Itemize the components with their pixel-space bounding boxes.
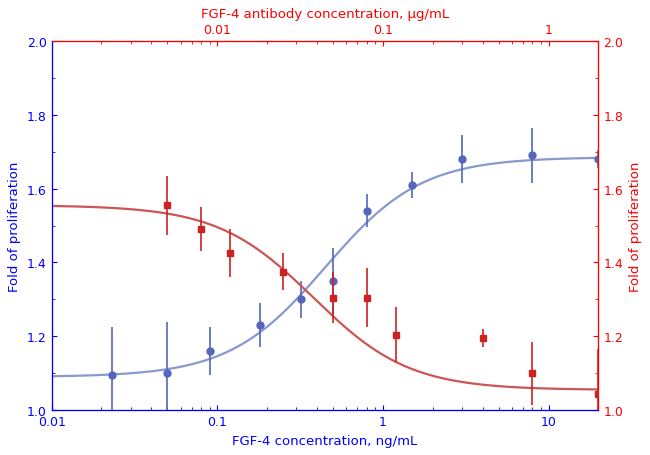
- Y-axis label: Fold of proliferation: Fold of proliferation: [629, 161, 642, 291]
- X-axis label: FGF-4 antibody concentration, μg/mL: FGF-4 antibody concentration, μg/mL: [201, 8, 449, 21]
- X-axis label: FGF-4 concentration, ng/mL: FGF-4 concentration, ng/mL: [233, 434, 418, 447]
- Y-axis label: Fold of proliferation: Fold of proliferation: [8, 161, 21, 291]
